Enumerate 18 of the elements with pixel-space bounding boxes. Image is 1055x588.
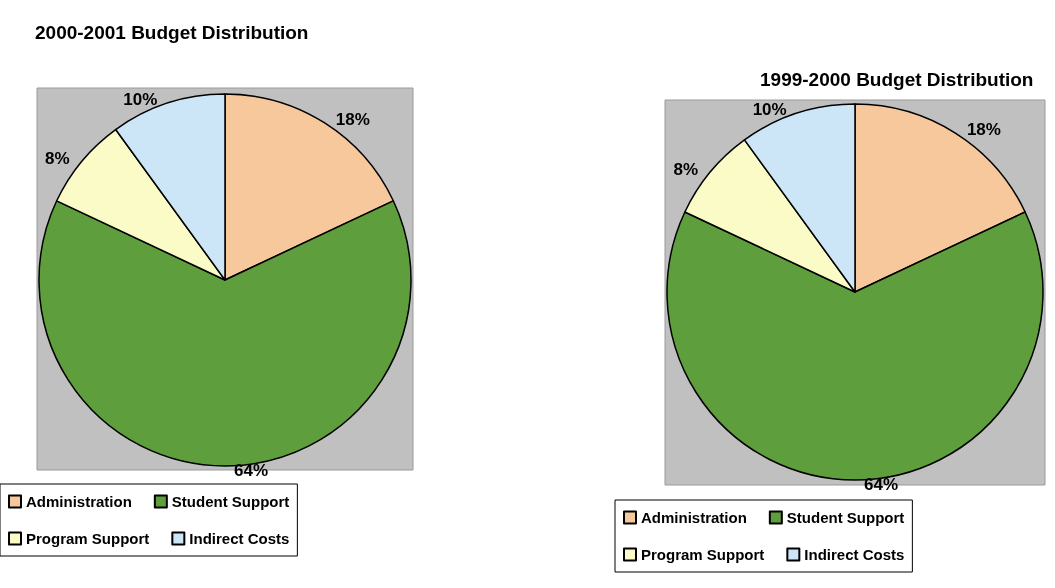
legend-label: Program Support bbox=[26, 530, 150, 547]
legend-label: Administration bbox=[26, 493, 132, 510]
data-label: 18% bbox=[966, 120, 1001, 140]
data-label: 18% bbox=[335, 110, 370, 130]
legend-label: Student Support bbox=[171, 493, 290, 510]
chart-title: 1999-2000 Budget Distribution bbox=[760, 69, 1034, 90]
legend-label: Program Support bbox=[641, 546, 765, 563]
legend-label: Student Support bbox=[786, 509, 905, 526]
data-label: 64% bbox=[234, 460, 269, 480]
data-label: 8% bbox=[45, 149, 70, 169]
data-label: 10% bbox=[752, 99, 787, 119]
chart-title: 2000-2001 Budget Distribution bbox=[35, 22, 309, 43]
data-label: 64% bbox=[864, 474, 899, 494]
legend-label: Administration bbox=[641, 509, 747, 526]
data-label: 8% bbox=[673, 160, 699, 180]
data-label: 10% bbox=[123, 89, 158, 109]
legend-label: Indirect Costs bbox=[804, 546, 905, 563]
legend-label: Indirect Costs bbox=[189, 530, 290, 547]
